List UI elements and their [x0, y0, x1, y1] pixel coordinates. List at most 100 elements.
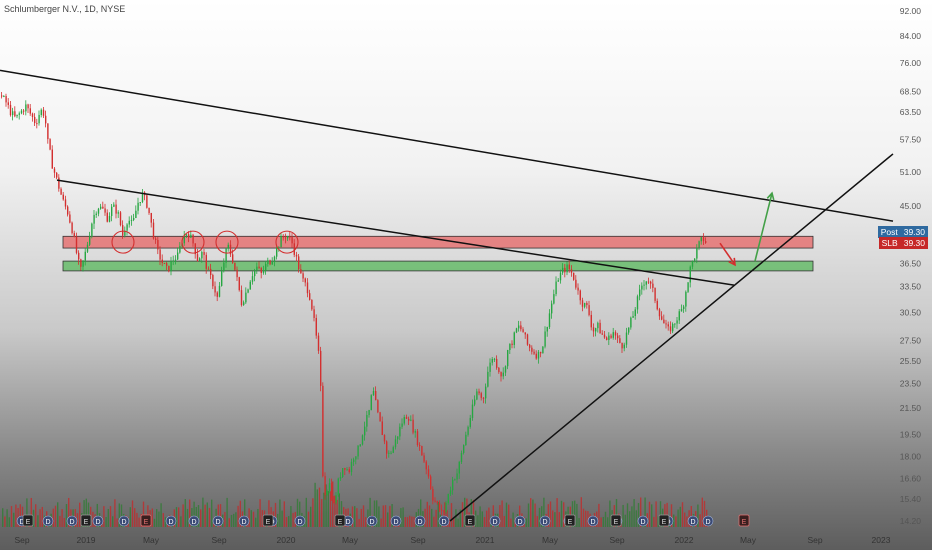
- candle-body: [95, 213, 97, 215]
- long-term-downtrend-line: [0, 69, 894, 222]
- volume-bar: [453, 518, 455, 527]
- candle-body: [86, 244, 89, 252]
- candle-body: [597, 322, 599, 329]
- volume-bar: [501, 500, 503, 527]
- candle-body: [430, 476, 432, 489]
- y-tick-label: 57.50: [900, 134, 922, 144]
- volume-bar: [648, 501, 651, 527]
- candle-body: [155, 238, 157, 240]
- candle-body: [137, 202, 139, 211]
- earnings-marker: [140, 514, 152, 527]
- candle-body: [185, 234, 188, 236]
- post-price-tag: Post 39.30: [877, 226, 928, 238]
- candle-body: [47, 123, 49, 140]
- volume-bar: [134, 508, 136, 527]
- candle-body: [705, 241, 707, 243]
- dividend-marker-label: D: [705, 519, 710, 526]
- projection-arrow-down: [719, 242, 736, 266]
- y-tick-label: 27.50: [900, 336, 922, 346]
- candle-body: [612, 332, 614, 338]
- candle-body: [652, 283, 654, 288]
- candle-body: [617, 335, 619, 339]
- candle-body: [254, 270, 256, 277]
- volume-bar: [285, 517, 288, 527]
- candle-body: [337, 478, 339, 496]
- volume-bar: [274, 502, 277, 527]
- candle-body: [267, 260, 269, 264]
- volume-bar: [547, 504, 549, 527]
- candle-body: [122, 225, 124, 236]
- volume-bar: [39, 509, 41, 527]
- volume-bar: [103, 506, 105, 527]
- candle-body: [262, 270, 265, 273]
- candle-body: [467, 426, 469, 435]
- dividend-marker-label: D: [542, 519, 547, 526]
- volume-bar: [327, 491, 329, 527]
- candle-body: [465, 434, 467, 446]
- candle-body: [146, 195, 148, 208]
- candle-body: [515, 328, 518, 333]
- dividend-marker: [165, 515, 177, 527]
- volume-bar: [118, 503, 120, 527]
- volume-bar: [404, 517, 406, 527]
- candle-body: [247, 289, 249, 293]
- volume-bar: [602, 516, 604, 527]
- volume-bar: [189, 499, 191, 527]
- candle-body: [210, 268, 212, 276]
- volume-bar: [255, 517, 257, 527]
- candle-body: [559, 272, 562, 281]
- candle-body: [410, 419, 412, 421]
- volume-bar: [160, 503, 162, 527]
- dividend-marker-label: D: [393, 519, 398, 526]
- candle-body: [78, 252, 80, 260]
- volume-bar: [292, 512, 294, 527]
- volume-bar: [697, 504, 699, 527]
- candle-body: [478, 391, 480, 394]
- candle-body: [265, 263, 267, 271]
- candle-body: [183, 235, 185, 244]
- candle-body: [203, 252, 205, 255]
- volume-bar: [624, 514, 626, 527]
- earnings-marker-label: E: [338, 519, 343, 526]
- volume-bar: [585, 510, 587, 527]
- candle-body: [221, 270, 223, 286]
- volume-bar: [686, 516, 688, 527]
- volume-bar: [607, 517, 609, 527]
- volume-bar: [129, 507, 131, 527]
- candle-body: [632, 315, 634, 318]
- volume-bar: [604, 511, 607, 527]
- volume-bar: [431, 508, 433, 527]
- candle-body: [377, 400, 379, 413]
- touch-circle: [275, 230, 299, 254]
- candle-body: [498, 367, 500, 373]
- volume-bar: [369, 497, 371, 527]
- volume-bar: [211, 499, 213, 527]
- volume-bar: [4, 516, 6, 527]
- candle-body: [480, 393, 482, 398]
- volume-bar: [208, 507, 211, 527]
- candle-body: [509, 343, 511, 351]
- volume-bar: [142, 501, 145, 527]
- candle-body: [658, 309, 661, 317]
- volume-bar: [37, 515, 39, 527]
- volume-bar: [138, 517, 140, 527]
- volume-bar: [448, 518, 450, 527]
- candle-body: [680, 309, 683, 312]
- candle-body: [493, 358, 496, 360]
- volume-bar: [505, 502, 508, 527]
- volume-bar: [499, 505, 501, 527]
- volume-bar: [136, 512, 138, 527]
- y-tick-label: 18.00: [900, 451, 922, 461]
- support-band: [62, 260, 814, 272]
- candle-body: [698, 241, 700, 248]
- projection-arrowhead-up: [766, 191, 775, 201]
- candle-body: [700, 237, 702, 242]
- volume-bar: [334, 495, 336, 527]
- volume-bar: [202, 497, 204, 527]
- candle-body: [608, 335, 610, 340]
- volume-bar: [281, 510, 283, 527]
- dividend-marker-label: D: [45, 519, 50, 526]
- candle-body: [614, 332, 617, 336]
- candle-body: [432, 488, 434, 501]
